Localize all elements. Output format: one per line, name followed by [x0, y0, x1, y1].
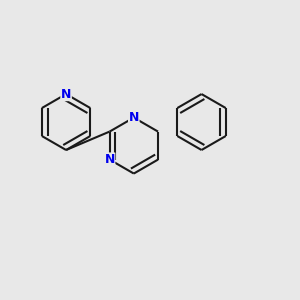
Text: N: N	[104, 153, 115, 166]
Text: N: N	[129, 111, 139, 124]
Text: N: N	[61, 88, 71, 100]
